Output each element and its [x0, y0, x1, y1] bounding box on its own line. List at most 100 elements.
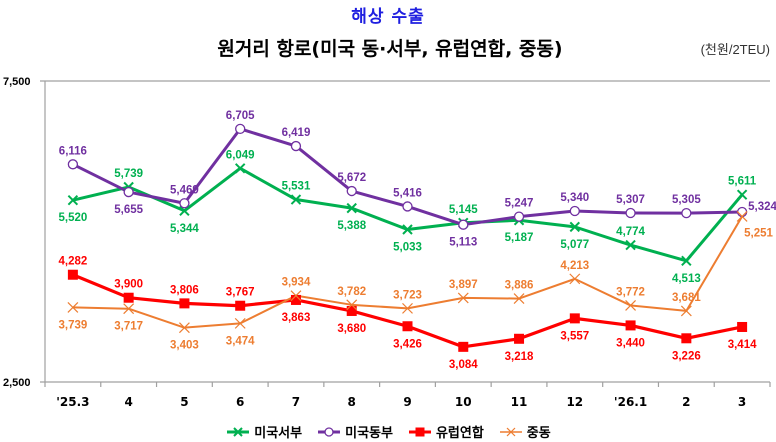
data-label: 4,513	[672, 273, 701, 285]
data-point	[234, 317, 246, 329]
data-point	[625, 300, 637, 311]
x-marker-stroke	[179, 205, 190, 216]
x-marker-stroke	[681, 255, 692, 267]
x-tick-label: 6	[236, 395, 244, 409]
data-label: 3,900	[114, 279, 143, 291]
data-label: 5,655	[114, 204, 143, 216]
x-tick-label: 9	[403, 395, 411, 409]
data-label: 3,474	[226, 335, 255, 347]
data-label: 3,767	[226, 287, 255, 299]
data-point	[458, 341, 469, 352]
x-marker-stroke	[513, 293, 525, 304]
legend-item: 미국동부	[316, 422, 393, 441]
data-label: 5,531	[282, 181, 311, 193]
data-label: 3,681	[672, 292, 701, 304]
data-point	[402, 224, 413, 235]
data-label: 5,145	[449, 204, 478, 216]
data-point	[290, 140, 302, 152]
legend-label: 미국서부	[254, 426, 303, 441]
x-tick-label: 5	[180, 395, 188, 409]
data-label: 5,307	[616, 194, 645, 206]
x-tick-label: 2	[682, 395, 690, 409]
data-point	[123, 186, 134, 198]
data-point	[346, 185, 357, 197]
data-point	[680, 305, 692, 317]
data-label: 3,717	[114, 321, 143, 333]
data-point	[235, 300, 246, 311]
data-label: 3,934	[282, 277, 311, 289]
data-point	[290, 290, 302, 302]
x-tick-label: 3	[738, 395, 746, 409]
x-marker-stroke	[569, 273, 581, 285]
data-point	[67, 269, 78, 280]
data-point	[681, 333, 692, 344]
legend: 미국서부 미국동부 유럽연합 중동	[0, 422, 776, 441]
data-point	[681, 255, 692, 267]
data-label: 5,416	[393, 187, 422, 199]
data-label: 3,403	[170, 340, 199, 352]
data-point	[569, 313, 580, 324]
chart-subtitle: 원거리 항로(미국 동·서부, 유럽연합, 중동)	[217, 38, 563, 60]
data-point	[513, 293, 525, 304]
data-label: 5,340	[560, 192, 589, 204]
data-point	[235, 123, 246, 135]
x-marker-stroke	[178, 322, 190, 334]
data-point	[402, 201, 413, 212]
data-point	[290, 194, 302, 205]
unit-label: (천원/2TEU)	[700, 42, 770, 57]
x-marker-stroke	[569, 221, 581, 233]
data-label: 5,520	[58, 212, 87, 224]
data-label: 5,388	[337, 220, 366, 232]
data-label: 3,440	[616, 337, 645, 349]
x-marker-stroke	[402, 224, 413, 235]
x-marker-stroke	[736, 210, 748, 222]
data-point	[179, 198, 190, 209]
data-label: 3,806	[170, 284, 199, 296]
x-tick-label: 11	[511, 395, 528, 409]
data-label: 5,672	[337, 172, 366, 184]
data-label: 3,414	[728, 339, 757, 351]
data-label: 3,680	[337, 323, 366, 335]
data-point	[346, 202, 357, 214]
data-point	[625, 320, 636, 331]
y-tick-label: 2,500	[3, 377, 31, 389]
x-marker-stroke	[290, 194, 302, 205]
chart-title: 해상 수출	[351, 7, 425, 27]
legend-item: 중동	[498, 422, 551, 441]
data-point	[402, 321, 413, 332]
data-label: 5,113	[449, 237, 477, 249]
legend-label: 중동	[526, 426, 551, 441]
data-point	[123, 292, 134, 303]
x-marker-stroke	[290, 290, 302, 302]
data-point	[123, 303, 135, 315]
x-marker-stroke	[680, 305, 692, 317]
data-label: 3,226	[672, 350, 701, 362]
data-point	[458, 219, 469, 230]
data-label: 3,863	[282, 312, 311, 324]
data-point	[457, 292, 469, 304]
legend-item: 유럽연합	[407, 422, 484, 441]
data-label: 5,077	[560, 239, 589, 251]
data-label: 5,469	[170, 184, 199, 196]
legend-marker-icon	[227, 426, 250, 437]
data-point	[513, 211, 525, 222]
data-point	[67, 301, 79, 313]
data-point	[569, 221, 581, 233]
data-labels: 5,520 5,739 5,344 6,049 5,531 5,388 5,033 5,145…	[58, 110, 776, 371]
legend-item: 미국서부	[225, 422, 302, 441]
data-label: 5,611	[728, 176, 757, 188]
data-point	[346, 305, 357, 316]
x-tick-label: 8	[348, 395, 356, 409]
data-point	[67, 194, 79, 206]
x-tick-label: 7	[292, 395, 300, 409]
data-label: 5,739	[114, 168, 143, 180]
data-point	[179, 298, 190, 309]
x-marker-stroke	[625, 239, 636, 251]
data-label: 3,426	[393, 338, 422, 350]
data-label: 3,886	[505, 280, 534, 292]
x-marker-stroke	[234, 317, 246, 329]
data-point	[736, 210, 748, 222]
data-label: 4,213	[560, 260, 589, 272]
x-marker-stroke	[123, 303, 135, 315]
legend-marker-icon	[318, 426, 341, 437]
